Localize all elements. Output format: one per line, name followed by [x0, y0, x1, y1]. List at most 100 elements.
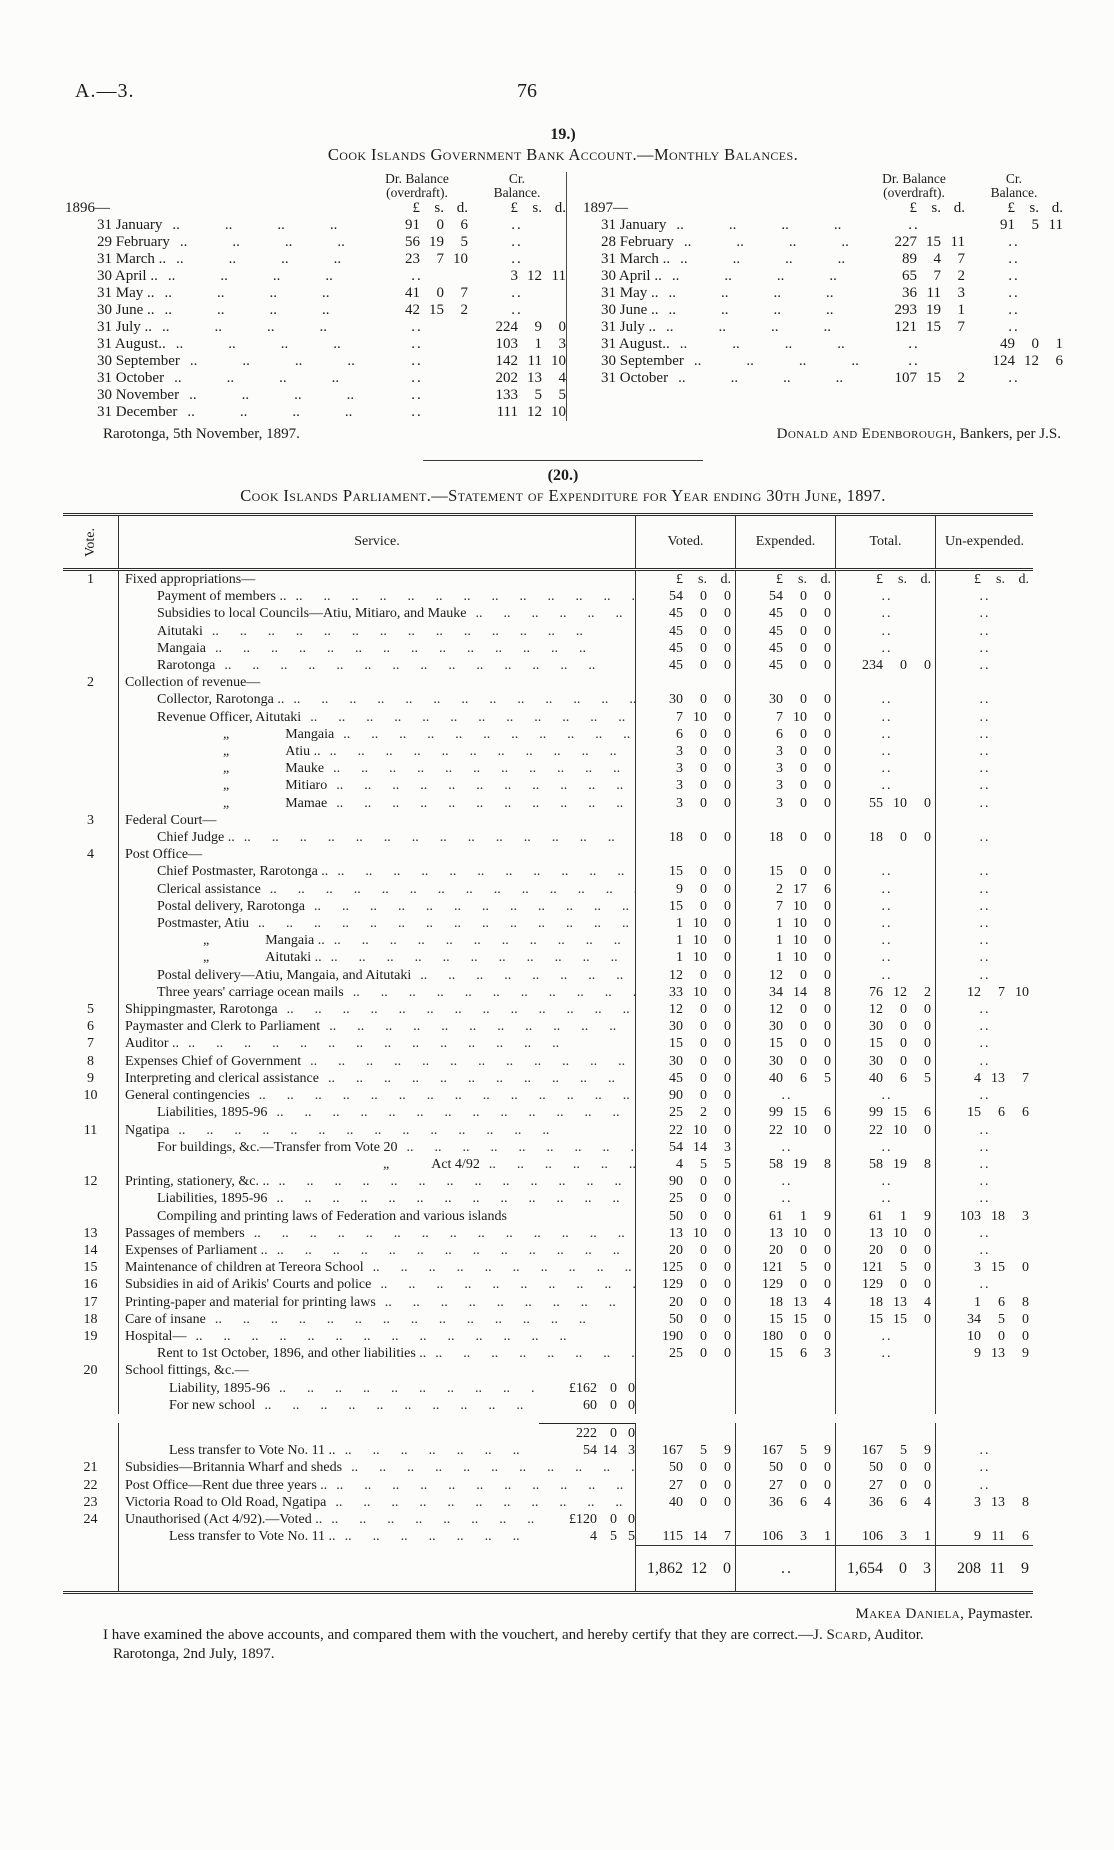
amount-mp: 25: [669, 1346, 683, 1362]
amount-md: 0: [724, 1122, 731, 1138]
expended-cell: 15 6 3: [735, 1345, 835, 1363]
amount-md: 0: [724, 761, 731, 777]
amount-ms: 10: [893, 1225, 907, 1241]
voted-amount: 40 0 0: [643, 1494, 731, 1511]
amount-mp: 3: [974, 1260, 981, 1276]
dot-leaders: .. .. .. .. .. .. .. .. .. .. .. .. .. .…: [406, 1139, 635, 1155]
amount-mp: £120: [569, 1511, 597, 1527]
voted-cell: 25 0 0: [635, 1190, 735, 1208]
amount-ms: 14: [693, 1139, 707, 1155]
amount-md: 0: [824, 1002, 831, 1018]
expended-cell: ..: [735, 1087, 835, 1105]
dot-leaders: .. .. .. .. .. .. .. .. .. .. .. .. .. .…: [286, 1002, 635, 1018]
total-cell: [835, 674, 935, 692]
amount-md: 2: [957, 268, 966, 284]
dr-amount: 41 0 7: [366, 285, 468, 302]
expenditure-row: 8 Expenses Chief of Government.. .. .. ..…: [63, 1052, 1033, 1070]
amount-mp: 15: [769, 1311, 783, 1327]
expenditure-table-body: 1 Fixed appropriations— £ s. d. £ s. d. £ s. d. £ s.…: [63, 571, 1033, 1546]
voted-cell: 22 10 0: [635, 1121, 735, 1139]
amount-md: 0: [724, 1277, 731, 1293]
bankers-name: Donald and Edenborough: [776, 426, 953, 442]
voted-cell: [635, 1362, 735, 1380]
voted-amount: 30 0 0: [643, 691, 731, 708]
total-cell: 234 0 0: [835, 657, 935, 675]
expended-amount: 18 0 0: [743, 829, 831, 846]
expended-cell: 7 10 0: [735, 708, 835, 726]
amount-ms: 0: [700, 1002, 707, 1018]
amount-md: 0: [724, 1174, 731, 1190]
total-cell: 18 13 4: [835, 1293, 935, 1311]
dot-leaders: .. .. .. .. .. .. .. .. .. .. .. .. .. .…: [276, 1105, 635, 1121]
expended-amount: 99 15 6: [743, 1104, 831, 1121]
amount-ms: 0: [800, 623, 807, 639]
unexpended-amount: ..: [979, 1122, 991, 1138]
amount-ms: 0: [900, 1242, 907, 1258]
total-amount: 22 10 0: [843, 1122, 931, 1139]
unexpended-amount: 103 18 3: [941, 1208, 1029, 1225]
expended-cell: 3 0 0: [735, 760, 835, 778]
amount-mp: 293: [894, 302, 918, 318]
service-label: Aitutaki: [157, 623, 203, 639]
amount-md: 5: [824, 1070, 831, 1086]
amount-md: 0: [824, 795, 831, 811]
total-amount: ..: [881, 761, 893, 777]
service-cell: Three years' carriage ocean mails .. .. .…: [119, 984, 635, 1001]
total-amount: 58 19 8: [843, 1156, 931, 1173]
voted-cell: 90 0 0: [635, 1173, 735, 1191]
amount-ms: 0: [800, 658, 807, 674]
amount-ms: 10: [693, 916, 707, 932]
expended-amount: ..: [781, 1088, 793, 1104]
amount-ms: 10: [793, 898, 807, 914]
expended-amount: 36 6 4: [743, 1494, 831, 1511]
amount-md: 6: [924, 1105, 931, 1121]
voted-cell: 45 0 0: [635, 657, 735, 675]
service-label: „ Mamae: [223, 795, 328, 811]
amount-md: 7: [724, 1529, 731, 1545]
total-cell: ..: [835, 691, 935, 709]
dot-leaders: .. .. .. .. .. .. .. .. .. .. .. .. .. .…: [211, 623, 604, 639]
unexpended-amount: ..: [979, 692, 991, 708]
dot-leaders: .. .. .. .. .. .. .. .. .. .. .. .. .. .…: [384, 1294, 635, 1310]
vote-number: [63, 829, 119, 847]
amount-mp: 121: [894, 319, 918, 335]
bank-row: 30 April .... .. .. .. .. .. .. .. .. ..…: [63, 268, 566, 285]
unexpended-amount: 12 7 10: [941, 984, 1029, 1001]
voted-cell: 1 10 0: [635, 915, 735, 933]
voted-cell: 12 0 0: [635, 966, 735, 984]
service-cell: „ Mangaia .. .. .. .. .. .. .. .. .. .. .…: [119, 932, 635, 949]
vote-number: 2: [63, 674, 119, 692]
carried-amount: 54 14 3: [539, 1442, 635, 1459]
amount-mp: 7: [776, 898, 783, 914]
amount-mp: 90: [669, 1174, 683, 1190]
expended-cell: [735, 1379, 835, 1397]
expended-cell: [735, 1510, 835, 1529]
total-cell: 36 6 4: [835, 1493, 935, 1511]
dot-leaders: .. .. .. .. .. .. .. .. .. .. .. .. .. .…: [666, 319, 863, 335]
amount-ms: 11: [989, 1559, 1005, 1577]
service-label: Rent to 1st October, 1896, and other lia…: [157, 1346, 427, 1362]
amount-ms: 0: [800, 1036, 807, 1052]
amount-md: 0: [724, 1346, 731, 1362]
voted-cell: 45 0 0: [635, 639, 735, 658]
expended-cell: 30 0 0: [735, 691, 835, 709]
amount-md: 9: [1021, 1559, 1029, 1577]
service-label: Hospital—: [125, 1328, 187, 1344]
service-cell: „ Atiu .. .. .. .. .. .. .. .. .. .. .. .…: [119, 743, 635, 760]
amount-mp: 3: [510, 268, 519, 284]
amount-ms: 6: [800, 1346, 807, 1362]
service-label: „ Mangaia: [223, 726, 335, 742]
expended-amount: 15 0 0: [743, 863, 831, 880]
amount-mp: 15: [967, 1105, 981, 1121]
amount-md: 0: [724, 933, 731, 949]
bank-table-1897: Dr. Balance (overdraft). Cr. Balance. 18…: [566, 172, 1063, 421]
service-label: „ Aitutaki ..: [203, 950, 322, 966]
amount-md: 4: [558, 370, 567, 386]
voted-cell: 45 0 0: [635, 1069, 735, 1088]
amount-md: 0: [824, 589, 831, 605]
total-cell: ..: [835, 1138, 935, 1156]
dot-leaders: .. .. .. .. .. .. .. .. .. .. .. .. .. .…: [671, 268, 863, 284]
service-label: For buildings, &c.—Transfer from Vote 20: [157, 1139, 398, 1155]
cr-amount: 91 5 11: [965, 217, 1063, 234]
dr-amount: ..: [908, 217, 920, 233]
